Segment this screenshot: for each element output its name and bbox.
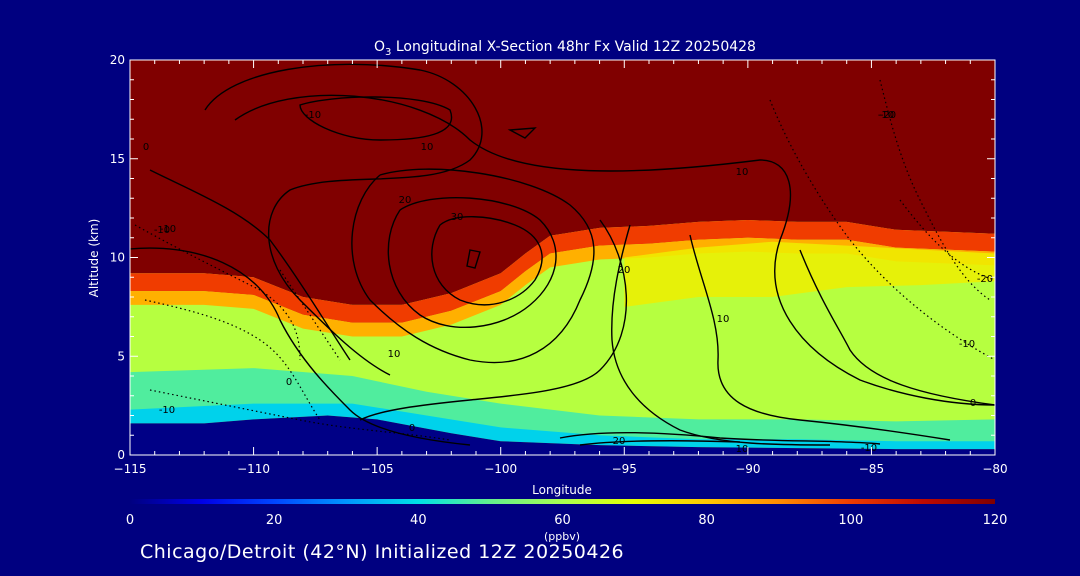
colorbar-tick-label: 0 [126,513,134,528]
contour-label: 0 [143,142,149,153]
contour-label: -10 [959,339,975,350]
concentration-fill [130,60,995,455]
contour-line [466,249,481,269]
colorbar-unit-label: (ppbv) [544,530,580,543]
colorbar-tick-label: 40 [410,513,427,528]
contour-line [234,94,995,406]
y-tick-label: 5 [117,349,125,363]
contour-label: 10 [736,167,749,178]
y-axis-label: Altitude (km) [87,219,101,298]
y-tick-label: 10 [110,251,125,265]
contour-label: 10 [736,444,749,455]
contour-line-dotted [879,79,991,301]
contour-label: -10 [159,405,175,416]
colorbar-gradient [130,499,995,504]
contour-label: 0 [286,377,292,388]
contour-line [351,168,595,364]
colorbar-tick-label: 60 [554,513,571,528]
contour-line [579,440,741,446]
tropopause-gradient-band [130,220,995,323]
colorbar-tick-label: 120 [983,513,1008,528]
x-tick-label: −110 [237,462,270,476]
upper-ridge-fill [624,241,995,307]
colorbar-tick-label: 100 [838,513,863,528]
contour-label: 10 [717,314,730,325]
contour-label: 20 [613,436,626,447]
axes: −115 −110 −105 −100 −95 −90 −85 −80 0 5 10 15 20 [110,53,1008,476]
contour-line-dotted [134,224,301,361]
contour-line-dotted [279,269,341,361]
y-tick-label: 20 [110,53,125,67]
contour-labels: -10-100 10203010201010-10-2000-10-20-1001… [143,110,993,455]
y-tick-label: 0 [117,448,125,462]
x-tick-label: −80 [982,462,1007,476]
contour-line-dotted [899,199,995,281]
contour-line [799,249,995,406]
boundary-layer-fill [130,403,995,450]
terrain-fill [130,415,995,455]
tropopause-gradient-band [130,237,995,337]
title-subscript: 3 [385,47,391,58]
contour-label: -10 [861,443,877,454]
contour-line-dotted [144,299,321,421]
colorbar-tick-label: 80 [698,513,715,528]
contour-line [130,247,471,446]
y-tick-label: 15 [110,152,125,166]
contour-line-dotted [149,389,451,441]
contour-line [387,197,557,329]
contour-line [149,169,351,361]
contour-label: -10 [160,224,176,235]
colorbar: 0 20 40 60 80 100 120 [126,499,1008,528]
contour-label: -10 [878,110,894,121]
contour-line [359,219,627,421]
contour-label: 0 [970,398,976,409]
contour-label: 20 [618,265,631,276]
chart-title: O3 Longitudinal X-Section 48hr Fx Valid … [374,39,756,58]
x-tick-label: −90 [735,462,760,476]
x-tick-label: −85 [859,462,884,476]
contour-line [611,224,831,446]
contour-line [507,127,537,139]
x-tick-label: −105 [361,462,394,476]
colorbar-tick-label: 20 [266,513,283,528]
x-axis-label: Longitude [532,483,592,497]
contour-label: -10 [305,110,321,121]
initialization-caption: Chicago/Detroit (42°N) Initialized 12Z 2… [140,541,625,563]
title-species: O [374,39,385,55]
contour-label: -20 [880,110,896,121]
contour-label: 20 [399,195,412,206]
contour-label: 10 [421,142,434,153]
x-tick-label: −95 [612,462,637,476]
mid-level-fill [130,368,995,446]
contour-lines [130,63,995,446]
contour-label: 0 [409,423,415,434]
contour-label: -10 [154,225,170,236]
x-tick-label: −115 [114,462,147,476]
x-tick-label: −100 [484,462,517,476]
contour-label: -20 [977,274,993,285]
contour-label: 30 [451,212,464,223]
contour-line [559,432,881,445]
contour-line [431,216,543,306]
contour-label: 10 [388,349,401,360]
contour-line [689,234,951,441]
title-text: Longitudinal X-Section 48hr Fx Valid 12Z… [391,39,756,55]
